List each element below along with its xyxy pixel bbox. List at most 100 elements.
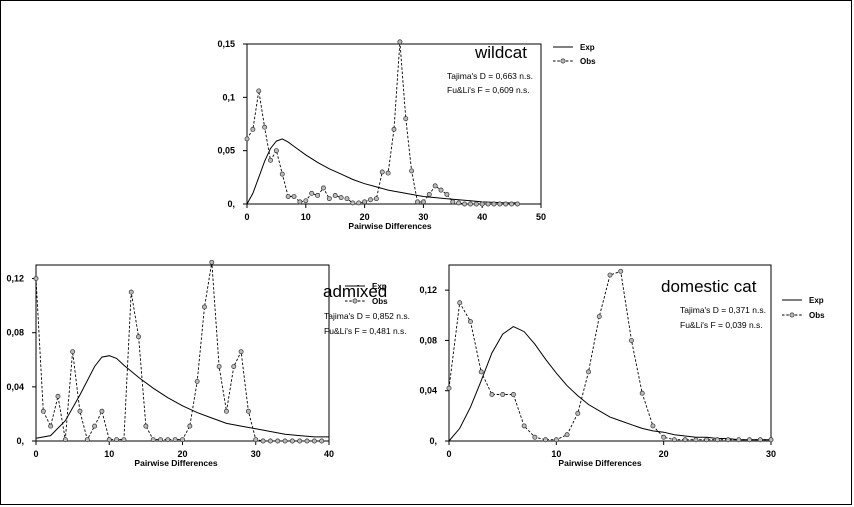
data-point: [332, 193, 338, 198]
data-point: [303, 198, 309, 204]
y-tick-label: 0,04: [6, 382, 24, 392]
data-point: [468, 319, 473, 325]
data-point: [289, 438, 295, 444]
x-tick-label: 10: [551, 449, 561, 459]
data-point: [33, 276, 39, 281]
data-point: [768, 437, 774, 443]
data-point: [320, 185, 326, 191]
data-point: [165, 437, 171, 443]
data-point: [267, 438, 273, 444]
x-tick-label: 0: [33, 449, 38, 459]
data-point: [391, 126, 397, 132]
x-tick-label: 20: [360, 212, 370, 222]
data-point: [478, 369, 484, 375]
data-point: [297, 199, 303, 205]
legend-label-obs: Obs: [580, 57, 596, 66]
data-point: [55, 393, 61, 399]
data-point: [231, 364, 237, 369]
series-line-obs: [246, 41, 518, 205]
data-point: [311, 438, 317, 444]
data-point: [532, 434, 538, 440]
chart-title: wildcat: [474, 43, 527, 62]
y-tick-label: 0,08: [6, 328, 24, 338]
stat-text: Tajima's D = 0,852 n.s.: [324, 311, 410, 321]
data-point: [650, 423, 656, 429]
data-point: [136, 334, 141, 340]
data-point: [209, 259, 215, 265]
y-tick-label: 0,1: [222, 92, 235, 102]
data-point: [575, 410, 581, 416]
data-point: [682, 437, 688, 443]
data-point: [521, 423, 527, 429]
data-point: [420, 199, 426, 205]
y-tick-label: 0,08: [419, 335, 437, 345]
data-point: [106, 437, 112, 443]
data-point: [275, 438, 281, 444]
data-point: [736, 437, 742, 443]
stat-text: Fu&Li's F = 0,609 n.s.: [447, 85, 530, 95]
data-point: [639, 390, 645, 396]
data-point: [510, 392, 516, 397]
data-point: [509, 201, 515, 207]
data-point: [629, 337, 634, 343]
data-point: [497, 201, 503, 207]
data-point: [725, 437, 731, 443]
data-point: [693, 437, 699, 443]
data-point: [747, 437, 752, 443]
data-point: [362, 199, 368, 205]
data-point: [62, 437, 68, 443]
data-point: [260, 438, 266, 444]
chart-wildcat: 0 10 20 30 40 50 0, 0,05 0,1 0,15 Pairwise Differe…: [217, 39, 596, 231]
data-point: [618, 268, 624, 274]
y-tick-label: 0,05: [217, 146, 235, 156]
x-tick-label: 10: [104, 449, 114, 459]
data-point: [491, 201, 497, 207]
y-tick-label: 0,15: [217, 39, 235, 49]
y-tick-label: 0,: [16, 436, 24, 446]
data-point: [114, 437, 120, 443]
stat-text: Tajima's D = 0,371 n.s.: [680, 305, 766, 315]
x-axis-label: Pairwise Differences: [134, 458, 217, 468]
data-point: [128, 289, 134, 295]
data-point: [304, 438, 310, 444]
data-point: [373, 196, 379, 202]
data-point: [268, 157, 273, 163]
data-point: [338, 195, 344, 201]
data-point: [180, 437, 185, 443]
data-point: [279, 171, 285, 177]
data-point: [253, 437, 259, 443]
data-point: [379, 169, 385, 175]
data-point: [432, 183, 438, 189]
x-tick-label: 30: [251, 449, 261, 459]
data-point: [285, 194, 291, 199]
data-point: [319, 438, 325, 444]
data-point: [121, 437, 127, 443]
data-point: [309, 190, 315, 196]
data-point: [216, 364, 222, 369]
plot-area: [448, 264, 772, 442]
data-point: [704, 437, 710, 443]
data-point: [282, 438, 288, 444]
legend-marker-obs: [560, 58, 566, 64]
x-tick-label: 30: [418, 212, 428, 222]
legend-marker-obs: [352, 298, 358, 304]
data-point: [397, 39, 403, 45]
data-point: [479, 201, 485, 207]
x-tick-label: 0: [446, 449, 451, 459]
data-point: [344, 196, 350, 202]
data-point: [70, 349, 76, 355]
series-line-exp: [448, 326, 771, 442]
plot-area: [246, 43, 542, 205]
data-point: [489, 392, 495, 397]
data-point: [467, 201, 473, 207]
data-point: [315, 193, 321, 198]
data-point: [485, 201, 491, 207]
data-point: [368, 197, 373, 203]
data-point: [438, 187, 444, 193]
data-point: [99, 408, 105, 414]
stat-text: Tajima's D = 0,663 n.s.: [447, 71, 533, 81]
y-tick-label: 0,04: [419, 386, 437, 396]
data-point: [202, 304, 207, 310]
x-tick-label: 20: [659, 449, 669, 459]
chart-domestic-cat: 0 10 20 30 0, 0,04 0,08 0,12 Pairwise Difference…: [419, 264, 825, 468]
